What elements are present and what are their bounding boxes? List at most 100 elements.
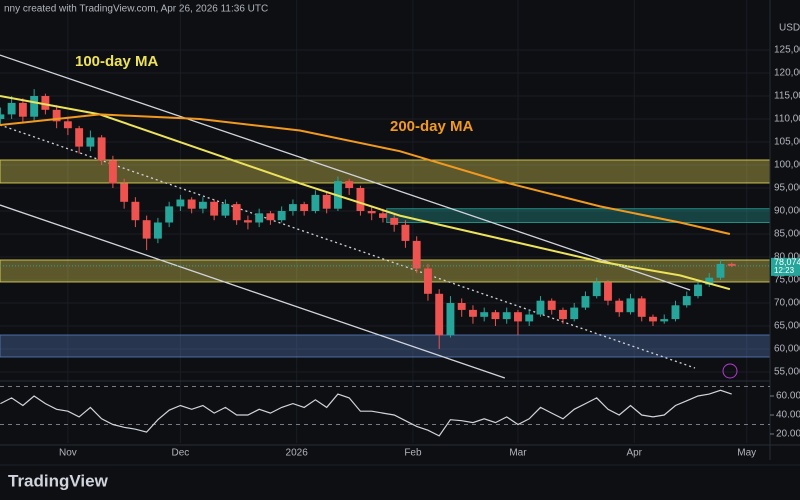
last-price-label: 78,074 xyxy=(774,257,800,267)
rsi-tick-label: 60.00 xyxy=(776,391,800,402)
y-tick-label: 120,000 xyxy=(774,68,800,79)
candle-body xyxy=(153,222,162,239)
candle-body xyxy=(108,160,117,184)
candle-body xyxy=(288,204,297,211)
flash-icon[interactable] xyxy=(722,363,738,379)
countdown-label: 12:23 xyxy=(774,266,795,275)
candle-body xyxy=(187,199,196,209)
x-tick-label: Dec xyxy=(172,448,190,459)
candle-body xyxy=(660,319,669,322)
ma-label: 200-day MA xyxy=(390,118,474,135)
y-tick-label: 95,000 xyxy=(774,183,800,194)
y-tick-label: 55,000 xyxy=(774,367,800,378)
zone xyxy=(386,208,771,223)
candle-body xyxy=(502,312,511,320)
y-tick-label: 125,000 xyxy=(774,45,800,56)
trendline xyxy=(0,54,691,291)
candle-body xyxy=(536,300,545,315)
candle-body xyxy=(277,210,286,221)
candle-body xyxy=(592,282,601,297)
moving-average xyxy=(0,95,731,291)
y-tick-label: 80,000 xyxy=(774,252,800,263)
candle-body xyxy=(97,137,106,161)
candle-body xyxy=(176,199,185,207)
candle-body xyxy=(514,312,522,322)
candle-body xyxy=(30,96,39,117)
y-tick-label: 90,000 xyxy=(774,206,800,217)
candle-body xyxy=(401,224,410,241)
candle-body xyxy=(615,300,624,313)
candle-body xyxy=(367,210,376,214)
x-tick-label: 2026 xyxy=(286,448,309,459)
rsi-line xyxy=(0,389,732,437)
trendline xyxy=(0,204,506,379)
candle-body xyxy=(570,307,579,320)
candle-body xyxy=(210,201,219,216)
candle-body xyxy=(86,137,95,147)
candle-body xyxy=(446,302,455,336)
candle-body xyxy=(120,183,129,202)
candle-body xyxy=(221,204,230,216)
candle-body xyxy=(75,128,84,147)
candle-body xyxy=(378,213,387,218)
candle-body xyxy=(0,114,5,120)
candle-body xyxy=(52,109,61,122)
y-tick-label: 65,000 xyxy=(774,321,800,332)
y-tick-label: 110,000 xyxy=(774,114,800,125)
candle-body xyxy=(41,96,50,110)
candle-body xyxy=(480,312,489,317)
rsi-tick-label: 40.00 xyxy=(776,410,800,421)
y-tick-label: 85,000 xyxy=(774,229,800,240)
x-tick-label: Apr xyxy=(626,448,642,459)
candle-body xyxy=(255,213,264,223)
candle-body xyxy=(457,302,466,310)
x-tick-label: Mar xyxy=(509,448,527,459)
candle-body xyxy=(626,298,635,313)
ma-label: 100-day MA xyxy=(75,53,159,70)
candle-body xyxy=(525,314,534,322)
y-tick-label: 115,000 xyxy=(774,91,800,102)
candle-body xyxy=(232,204,241,221)
attribution: nny created with TradingView.com, Apr 26… xyxy=(4,4,268,15)
candle-body xyxy=(345,181,354,188)
y-tick-label: 60,000 xyxy=(774,344,800,355)
plot-area xyxy=(0,0,771,443)
candle-body xyxy=(390,217,399,225)
candle-body xyxy=(7,102,16,115)
y-tick-label: 70,000 xyxy=(774,298,800,309)
candle-body xyxy=(581,296,590,308)
x-tick-label: Feb xyxy=(404,448,422,459)
candle-body xyxy=(547,300,556,310)
candle-body xyxy=(18,102,27,117)
candle-body xyxy=(424,268,432,294)
candle-body xyxy=(165,206,174,223)
candle-body xyxy=(716,263,725,278)
candle-body xyxy=(266,213,275,221)
y-tick-label: 100,000 xyxy=(774,160,800,171)
y-tick-label: 105,000 xyxy=(774,137,800,148)
candle-body xyxy=(412,240,421,269)
candle-body xyxy=(311,194,320,211)
candle-body xyxy=(694,284,702,297)
candle-body xyxy=(604,282,612,301)
x-tick-label: May xyxy=(737,448,756,459)
candle-body xyxy=(637,298,646,317)
candle-body xyxy=(198,201,207,209)
candle-body xyxy=(300,204,309,211)
x-tick-label: Nov xyxy=(59,448,77,459)
last-price-box xyxy=(771,257,800,276)
candle-body xyxy=(491,312,500,320)
candle-body xyxy=(322,194,331,209)
candle-body xyxy=(559,309,567,320)
rsi-tick-label: 20.00 xyxy=(776,429,800,440)
candle-body xyxy=(727,263,736,266)
candle-body xyxy=(131,201,140,221)
zone xyxy=(0,334,771,358)
candle-body xyxy=(671,305,680,320)
brand[interactable]: TradingView xyxy=(8,471,109,490)
candle-body xyxy=(142,220,151,239)
